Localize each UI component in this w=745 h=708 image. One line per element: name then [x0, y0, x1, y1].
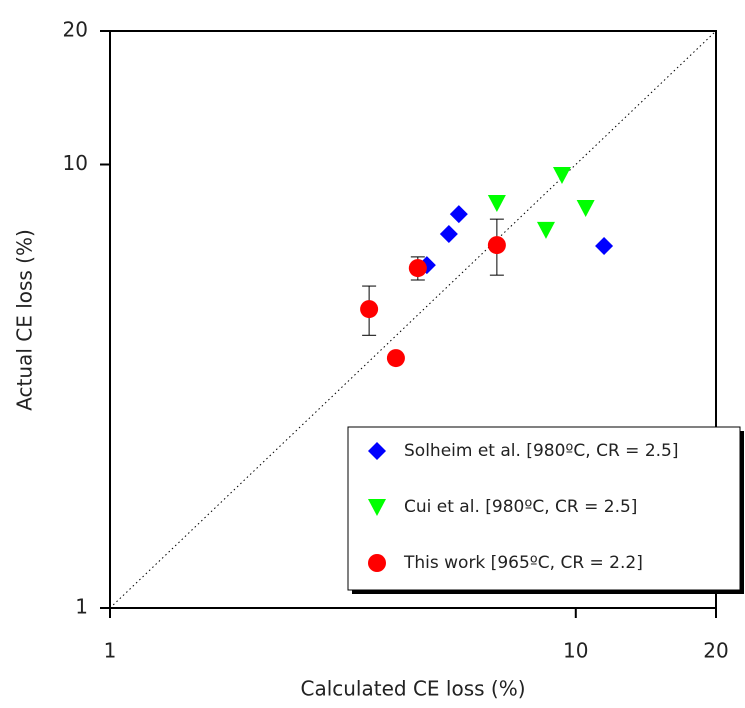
- x-tick-label: 1: [104, 639, 117, 663]
- x-tick-label: 10: [563, 639, 588, 663]
- legend-label: Cui et al. [980ºC, CR = 2.5]: [404, 497, 637, 517]
- point: [449, 205, 468, 224]
- point: [360, 300, 379, 319]
- y-axis-label: Actual CE loss (%): [13, 229, 37, 411]
- legend: Solheim et al. [980ºC, CR = 2.5] Cui et a…: [347, 426, 744, 594]
- legend-marker: [368, 442, 386, 460]
- point: [487, 194, 506, 212]
- x-tick-label: 20: [703, 639, 728, 663]
- legend-box: [347, 426, 741, 591]
- y-tick-label: 10: [63, 151, 88, 175]
- legend-label: This work [965ºC, CR = 2.2]: [403, 553, 643, 573]
- legend-marker: [368, 499, 386, 516]
- point: [552, 166, 571, 184]
- legend-label: Solheim et al. [980ºC, CR = 2.5]: [404, 441, 678, 461]
- legend-marker: [368, 554, 386, 572]
- point: [595, 237, 614, 256]
- point: [408, 259, 427, 278]
- y-tick-label: 1: [75, 595, 88, 619]
- x-axis-label: Calculated CE loss (%): [300, 677, 525, 701]
- point: [576, 199, 595, 217]
- plot-area: [109, 30, 717, 609]
- point: [487, 236, 506, 255]
- point: [386, 349, 405, 368]
- point: [439, 225, 458, 244]
- point: [536, 221, 555, 239]
- y-tick-label: 20: [63, 18, 88, 42]
